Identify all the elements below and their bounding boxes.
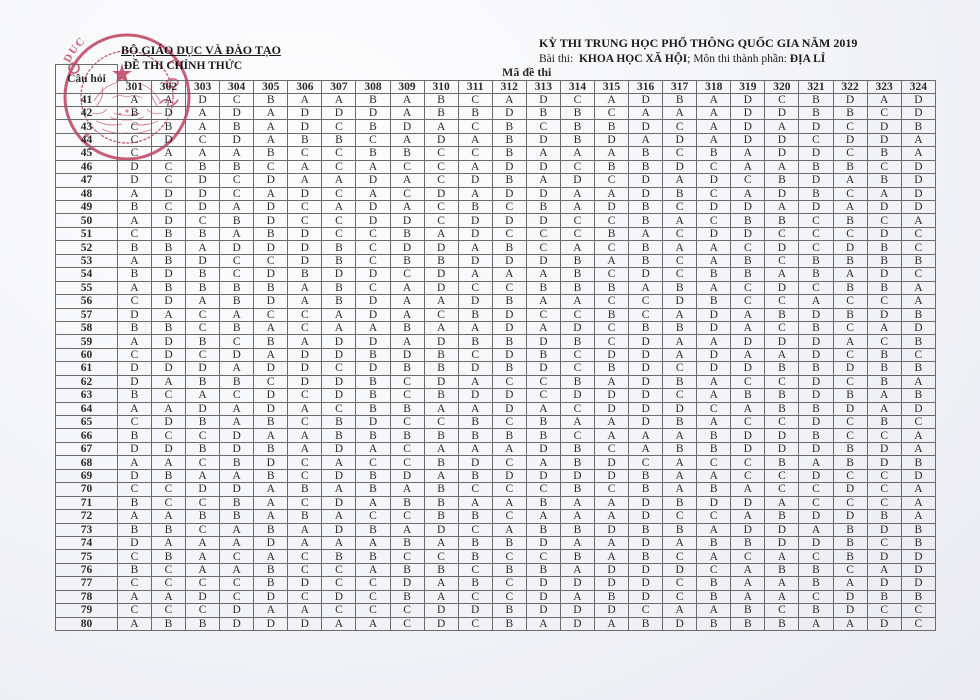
svg-text:DUC: DUC [62,35,88,65]
